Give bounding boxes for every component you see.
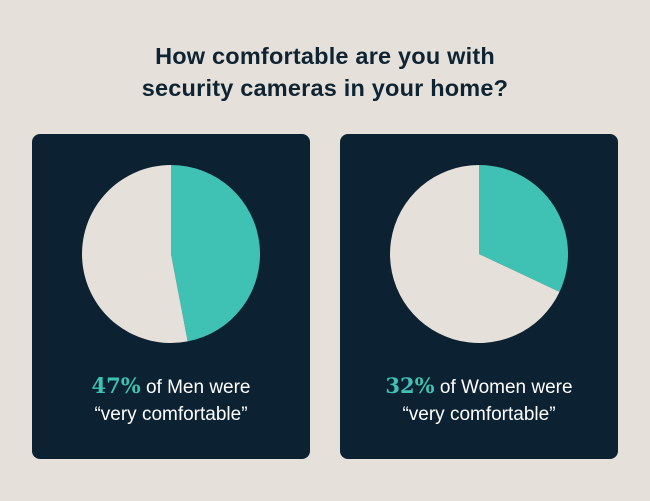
title-line-2: security cameras in your home? [141,75,509,101]
men-slice-very-comfortable [171,165,261,342]
men-caption-text: of Men were [140,377,251,398]
men-caption-line-2: “very comfortable” [94,404,248,425]
women-pie-chart [390,165,568,343]
men-caption-line-1: 47% of Men were [32,372,310,401]
men-card: 47% of Men were “very comfortable” [32,134,310,459]
men-slice-other [82,165,188,343]
women-percent: 32% [385,373,435,398]
women-card: 32% of Women were “very comfortable” [340,134,618,459]
title-line-1: How comfortable are you with [155,43,495,69]
women-caption: 32% of Women were “very comfortable” [340,372,618,428]
women-caption-line-1: 32% of Women were [340,372,618,401]
women-caption-line-2: “very comfortable” [402,404,556,425]
men-pie-chart [82,165,261,343]
women-slice-very-comfortable [479,165,568,292]
men-caption: 47% of Men were “very comfortable” [32,372,310,428]
men-percent: 47% [91,373,141,398]
women-caption-text: of Women were [434,377,573,398]
women-slice-other [390,165,560,343]
chart-title: How comfortable are you with security ca… [0,40,650,104]
